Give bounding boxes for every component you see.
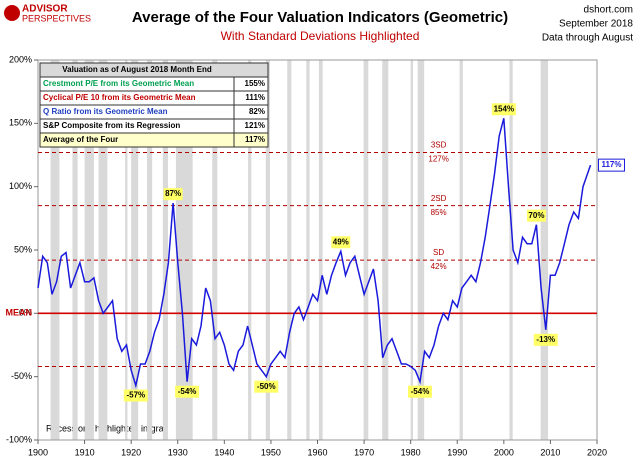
reference-name: 2SD: [431, 194, 447, 203]
recession-band: [162, 60, 168, 440]
recession-band: [98, 60, 108, 440]
table-row-name: Q Ratio from its Geometric Mean: [43, 107, 168, 116]
recession-band: [306, 60, 310, 440]
annotation-box: [175, 385, 200, 398]
table-row-value: 82%: [249, 107, 265, 116]
recession-band: [125, 60, 128, 440]
annotation-box: [163, 188, 183, 201]
x-tick-label: 1930: [168, 447, 188, 457]
recession-band: [131, 60, 139, 440]
y-tick-label: 100%: [9, 181, 32, 191]
source: Data through August: [542, 33, 633, 44]
recession-band: [248, 60, 252, 440]
recession-band: [417, 60, 425, 440]
annotation-label: -57%: [126, 391, 145, 400]
reference-name: 3SD: [431, 141, 447, 150]
reference-name: SD: [433, 248, 444, 257]
annotation-box: [254, 380, 279, 393]
x-tick-label: 1990: [447, 447, 467, 457]
annotation-box: [533, 333, 558, 346]
table-cell-bg: [233, 132, 269, 148]
table-row-name: Cyclical P/E 10 from its Geometric Mean: [43, 93, 196, 102]
table-row-name: Crestmont P/E from its Geometric Mean: [43, 79, 194, 88]
x-tick-label: 1960: [307, 447, 327, 457]
annotation-label: -50%: [257, 382, 276, 391]
recession-band: [72, 60, 78, 440]
y-tick-label: 200%: [9, 54, 32, 64]
table-row-value: 111%: [245, 93, 265, 102]
y-tick-label: -100%: [6, 434, 32, 444]
recession-band: [84, 60, 94, 440]
recession-band: [147, 60, 153, 440]
reference-label: 127%: [428, 155, 448, 164]
y-tick-label: 150%: [9, 118, 32, 128]
y-tick-label: -50%: [11, 371, 32, 381]
source: dshort.com: [584, 5, 633, 16]
series-line: [37, 118, 592, 389]
recession-band: [410, 60, 413, 440]
source: September 2018: [559, 19, 633, 30]
x-tick-label: 1980: [401, 447, 421, 457]
annotation-box: [491, 103, 516, 116]
recession-band: [318, 60, 323, 440]
end-label: 117%: [601, 160, 621, 169]
table-row-name: Average of the Four: [43, 135, 118, 144]
annotation-box: [526, 209, 546, 222]
logo: [4, 5, 20, 21]
recession-band: [382, 60, 389, 440]
end-label-box: [597, 158, 625, 172]
table-row-value: 121%: [245, 121, 265, 130]
y-tick-label: 0%: [19, 308, 32, 318]
reference-name: MEAN: [6, 308, 33, 318]
x-tick-label: 1920: [121, 447, 141, 457]
reference-label: 42%: [431, 262, 447, 271]
x-tick-label: 1970: [354, 447, 374, 457]
table-row-value: 117%: [245, 135, 265, 144]
recession-band: [509, 60, 513, 440]
annotation-label: -54%: [178, 387, 197, 396]
reference-label: 85%: [431, 208, 447, 217]
recession-band: [363, 60, 369, 440]
recession-band: [540, 60, 549, 440]
annotation-box: [123, 389, 148, 402]
annotation-box: [331, 236, 351, 249]
table-row-value: 155%: [245, 79, 265, 88]
recession-band: [459, 60, 463, 440]
x-tick-label: 1940: [214, 447, 234, 457]
x-tick-label: 1900: [28, 447, 48, 457]
x-tick-label: 2020: [587, 447, 607, 457]
recession-band: [175, 60, 193, 440]
annotation-label: 70%: [528, 211, 544, 220]
chart-title: Average of the Four Valuation Indicators…: [132, 9, 508, 26]
annotation-label: -13%: [536, 335, 555, 344]
brand: ADVISOR: [22, 4, 68, 15]
x-tick-label: 2010: [540, 447, 560, 457]
annotation-label: 49%: [333, 237, 349, 246]
table-row-name: S&P Composite from its Regression: [43, 121, 180, 130]
annotation-label: 87%: [165, 189, 181, 198]
x-tick-label: 2000: [494, 447, 514, 457]
recession-band: [265, 60, 270, 440]
x-tick-label: 1950: [261, 447, 281, 457]
y-tick-label: 50%: [14, 244, 32, 254]
annotation-box: [407, 385, 432, 398]
annotation-label: -54%: [411, 387, 430, 396]
recession-band: [212, 60, 218, 440]
annotation-label: 154%: [494, 104, 514, 113]
chart-subtitle: With Standard Deviations Highlighted: [221, 29, 420, 43]
recession-band: [50, 60, 60, 440]
x-tick-label: 1910: [75, 447, 95, 457]
recession-band: [287, 60, 292, 440]
table-header: Valuation as of August 2018 Month End: [62, 65, 212, 74]
brand: PERSPECTIVES: [22, 13, 91, 23]
